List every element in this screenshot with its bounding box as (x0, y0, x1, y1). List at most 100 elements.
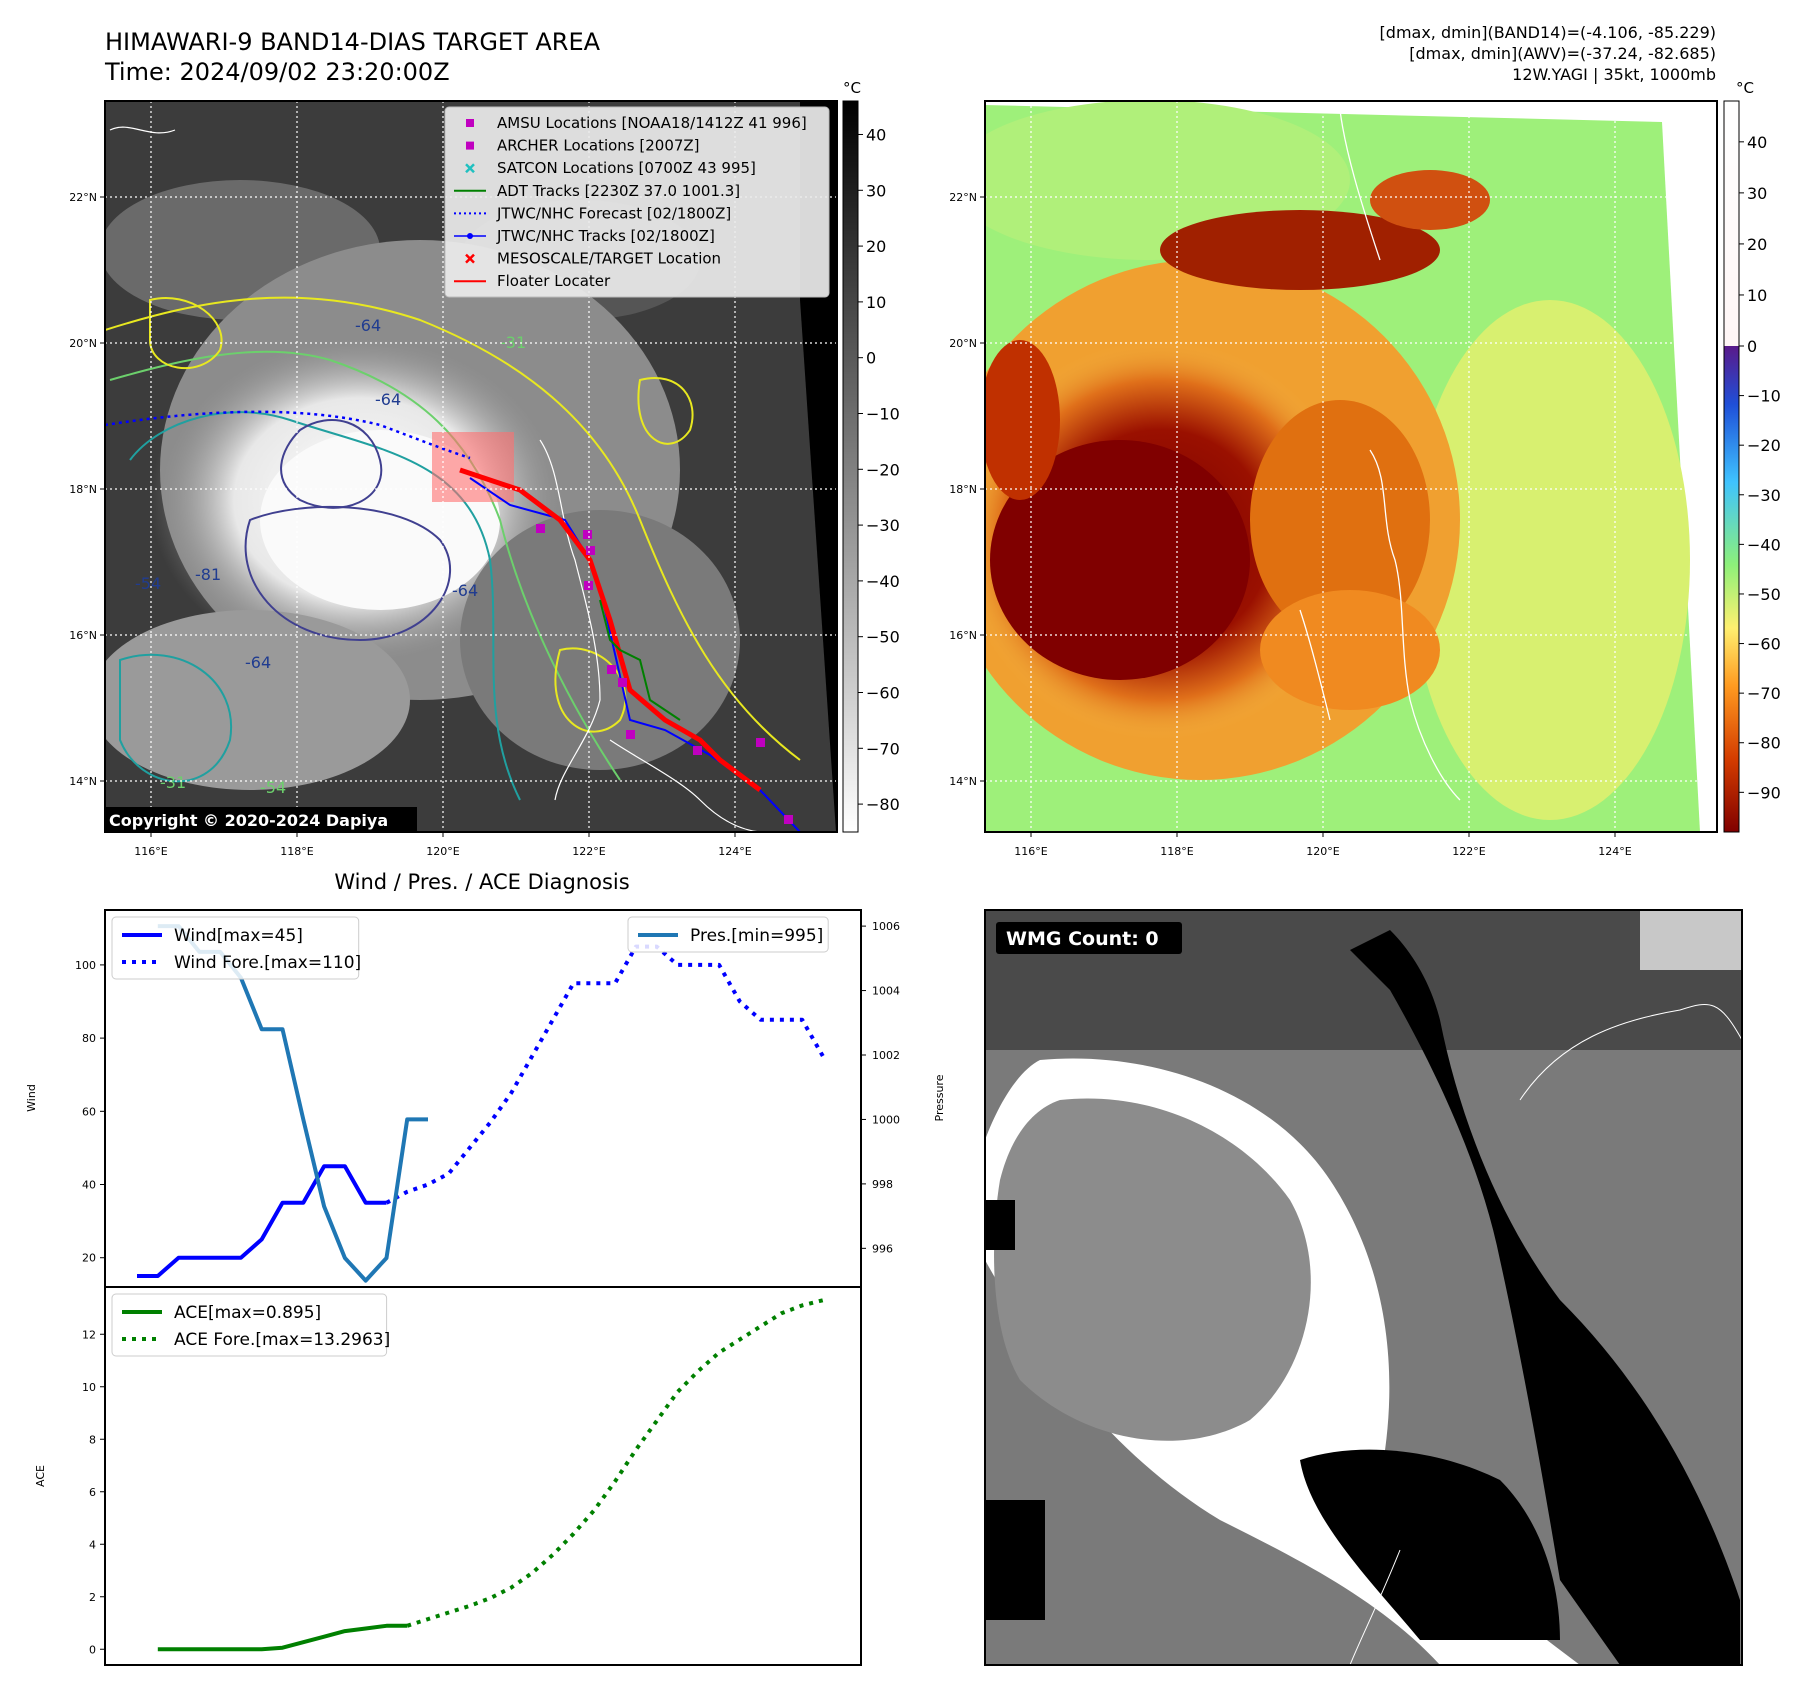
awv-colorbar-tick-label: 30 (1747, 184, 1767, 203)
awv-colorbar-unit: °C (1736, 79, 1754, 97)
ace-chart: 0 2 4 6 8 10 12 ACE ACE[max=0.895] ACE Fore.[ma… (34, 1286, 862, 1666)
ir-colorbar-tick-label: −60 (866, 683, 900, 702)
pressure-tick-label: 998 (872, 1178, 893, 1191)
ace-forecast-series-line (406, 1298, 824, 1628)
contour-label: -31 (500, 333, 526, 352)
legend-entry-label: Wind[max=45] (174, 926, 303, 946)
wind-tick-label: 40 (82, 1179, 96, 1192)
legend-dot-icon (467, 233, 473, 239)
info-line2: [dmax, dmin](AWV)=(-37.24, -82.685) (1409, 44, 1716, 63)
ace-series-line (157, 1623, 408, 1652)
ir-colorbar-tick-label: 0 (866, 349, 876, 368)
ace-tick-label: 8 (89, 1433, 96, 1446)
lon-tick-label: 118°E (1160, 845, 1193, 858)
legend-square-icon (466, 141, 474, 150)
ir-colorbar-tick-label: −80 (866, 795, 900, 814)
ir-colorbar-tick-label: −30 (866, 516, 900, 535)
ace-tick-label: 0 (89, 1643, 96, 1656)
diagnosis-title: Wind / Pres. / ACE Diagnosis (334, 870, 629, 894)
lat-tick-label: 22°N (69, 191, 97, 204)
contour-label: -64 (375, 390, 401, 409)
lon-tick-label: 122°E (572, 845, 605, 858)
awv-colorbar-tick-label: −20 (1747, 436, 1781, 455)
lon-tick-label: 116°E (1014, 845, 1047, 858)
ir-map-frame (104, 100, 838, 833)
ir-colorbar: °C 40 30 20 10 0 −10 −20 −30 −40 −50 −60 −70 −80 (842, 79, 900, 833)
awv-colorbar-tick-label: 0 (1747, 337, 1757, 356)
awv-colorbar-tick-label: −50 (1747, 585, 1781, 604)
wind-tick-label: 80 (82, 1032, 96, 1045)
info-line3: 12W.YAGI | 35kt, 1000mb (1512, 65, 1716, 84)
legend-x-icon (465, 163, 475, 174)
wind-tick-label: 20 (82, 1252, 96, 1265)
lon-tick-label: 120°E (1306, 845, 1339, 858)
ace-axis-label: ACE (34, 1465, 47, 1487)
ace-tick-label: 10 (82, 1381, 96, 1394)
lat-tick-label: 20°N (949, 337, 977, 350)
pressure-tick-label: 1004 (872, 985, 900, 998)
legend-label: ARCHER Locations [2007Z] (497, 137, 700, 155)
ace-tick-label: 4 (89, 1538, 96, 1551)
lat-tick-label: 18°N (69, 483, 97, 496)
legend-label: Floater Locater (497, 272, 611, 290)
wind-legend-box (111, 916, 360, 980)
wind-axis-label: Wind (25, 1084, 38, 1112)
contour-label: -64 (355, 316, 381, 335)
awv-colorbar-tick-label: −70 (1747, 684, 1781, 703)
legend-label: ADT Tracks [2230Z 37.0 1001.3] (497, 182, 740, 200)
lat-tick-label: 18°N (949, 483, 977, 496)
ace-tick-label: 2 (89, 1591, 96, 1604)
contour-label: -54 (260, 778, 286, 797)
awv-map-frame (984, 100, 1718, 833)
legend-entry-label: ACE[max=0.895] (174, 1303, 321, 1323)
lat-tick-label: 16°N (69, 629, 97, 642)
pressure-tick-label: 1006 (872, 920, 900, 933)
lon-tick-label: 116°E (134, 845, 167, 858)
awv-colorbar-tick-label: −90 (1747, 783, 1781, 802)
legend-x-stroke (465, 253, 475, 264)
pressure-tick-label: 996 (872, 1242, 893, 1255)
ir-colorbar-tick-label: −40 (866, 572, 900, 591)
figure-title-line2: Time: 2024/09/02 23:20:00Z (104, 58, 450, 86)
wind-pressure-chart: 20 40 60 80 100 996 998 1000 1002 1004 1006 Wind … (25, 909, 946, 1288)
ir-colorbar-tick-label: 20 (866, 237, 886, 256)
legend-entry-label: ACE Fore.[max=13.2963] (174, 1330, 390, 1350)
info-line1: [dmax, dmin](BAND14)=(-4.106, -85.229) (1380, 23, 1716, 42)
legend-label: MESOSCALE/TARGET Location (497, 250, 721, 268)
contour-label: -54 (135, 574, 161, 593)
awv-colorbar: °C 40 30 20 10 0 −10 −20 −30 −40 −50 −60 −70 −80 −90 (1723, 79, 1781, 833)
ace-tick-label: 6 (89, 1486, 96, 1499)
figure-title-line1: HIMAWARI-9 BAND14-DIAS TARGET AREA (105, 28, 601, 56)
legend-label: JTWC/NHC Tracks [02/1800Z] (496, 227, 715, 245)
wmg-count-label: WMG Count: 0 (1006, 928, 1159, 950)
contour-label: -81 (195, 565, 221, 584)
legend-entry-label: Pres.[min=995] (690, 926, 823, 946)
copyright-label: Copyright © 2020-2024 Dapiya (109, 811, 388, 830)
ir-colorbar-tick-label: 40 (866, 125, 886, 144)
awv-colorbar-tick-label: −60 (1747, 635, 1781, 654)
awv-colorbar-tick-label: 20 (1747, 235, 1767, 254)
lon-tick-label: 124°E (1598, 845, 1631, 858)
pressure-legend-box (627, 916, 829, 953)
contour-label: -31 (160, 773, 186, 792)
contour-label: -64 (452, 581, 478, 600)
awv-colorbar-tick-label: −30 (1747, 486, 1781, 505)
lat-tick-label: 20°N (69, 337, 97, 350)
pressure-tick-label: 1002 (872, 1049, 900, 1062)
ir-colorbar-tick-label: −70 (866, 739, 900, 758)
awv-map-panel (985, 101, 1717, 832)
lon-tick-label: 118°E (280, 845, 313, 858)
ir-colorbar-unit: °C (843, 79, 861, 97)
awv-colorbar-tick-label: −40 (1747, 535, 1781, 554)
lon-tick-label: 120°E (426, 845, 459, 858)
lat-tick-label: 14°N (69, 775, 97, 788)
ir-colorbar-tick-label: −20 (866, 460, 900, 479)
wmg-panel: WMG Count: 0 (984, 909, 1743, 1666)
legend-label: AMSU Locations [NOAA18/1412Z 41 996] (497, 114, 807, 132)
ace-tick-label: 12 (82, 1328, 96, 1341)
wind-series-line (137, 1164, 387, 1278)
ir-colorbar-tick-label: 30 (866, 181, 886, 200)
lat-tick-label: 22°N (949, 191, 977, 204)
lat-tick-label: 14°N (949, 775, 977, 788)
